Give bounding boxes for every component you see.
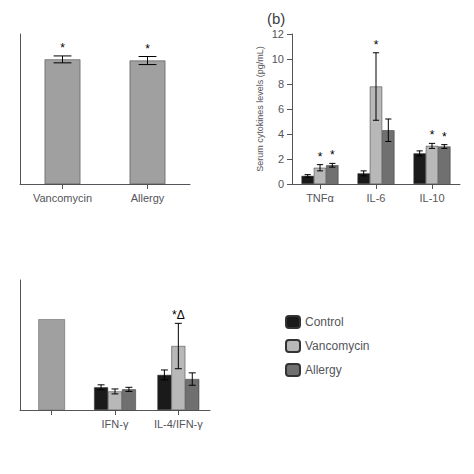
svg-text:Serum cytokines levels (pg/mL): Serum cytokines levels (pg/mL) bbox=[255, 46, 265, 172]
svg-text:10: 10 bbox=[272, 53, 284, 65]
svg-text:*: * bbox=[145, 42, 150, 56]
svg-text:*: * bbox=[318, 150, 323, 164]
svg-text:Vancomycin: Vancomycin bbox=[33, 192, 92, 204]
svg-text:IL-4/IFN-γ: IL-4/IFN-γ bbox=[154, 418, 203, 430]
svg-text:IL-10: IL-10 bbox=[419, 192, 444, 204]
svg-text:IL-6: IL-6 bbox=[367, 192, 386, 204]
svg-text:Allergy: Allergy bbox=[131, 192, 165, 204]
svg-text:*: * bbox=[330, 148, 335, 162]
svg-text:8: 8 bbox=[278, 78, 284, 90]
svg-text:2: 2 bbox=[278, 153, 284, 165]
svg-text:6: 6 bbox=[278, 103, 284, 115]
svg-text:*Δ: *Δ bbox=[172, 308, 185, 322]
svg-text:Control: Control bbox=[305, 315, 344, 329]
svg-text:0: 0 bbox=[278, 178, 284, 190]
svg-text:IFN-γ: IFN-γ bbox=[102, 418, 129, 430]
svg-text:Allergy: Allergy bbox=[305, 363, 342, 377]
svg-text:(b): (b) bbox=[267, 10, 285, 27]
svg-text:Vancomycin: Vancomycin bbox=[305, 339, 369, 353]
svg-text:4: 4 bbox=[278, 128, 284, 140]
svg-text:*: * bbox=[60, 41, 65, 55]
svg-text:12: 12 bbox=[272, 28, 284, 40]
svg-text:*: * bbox=[430, 128, 435, 142]
svg-text:TNFα: TNFα bbox=[306, 192, 334, 204]
svg-text:*: * bbox=[442, 130, 447, 144]
svg-text:*: * bbox=[374, 38, 379, 52]
